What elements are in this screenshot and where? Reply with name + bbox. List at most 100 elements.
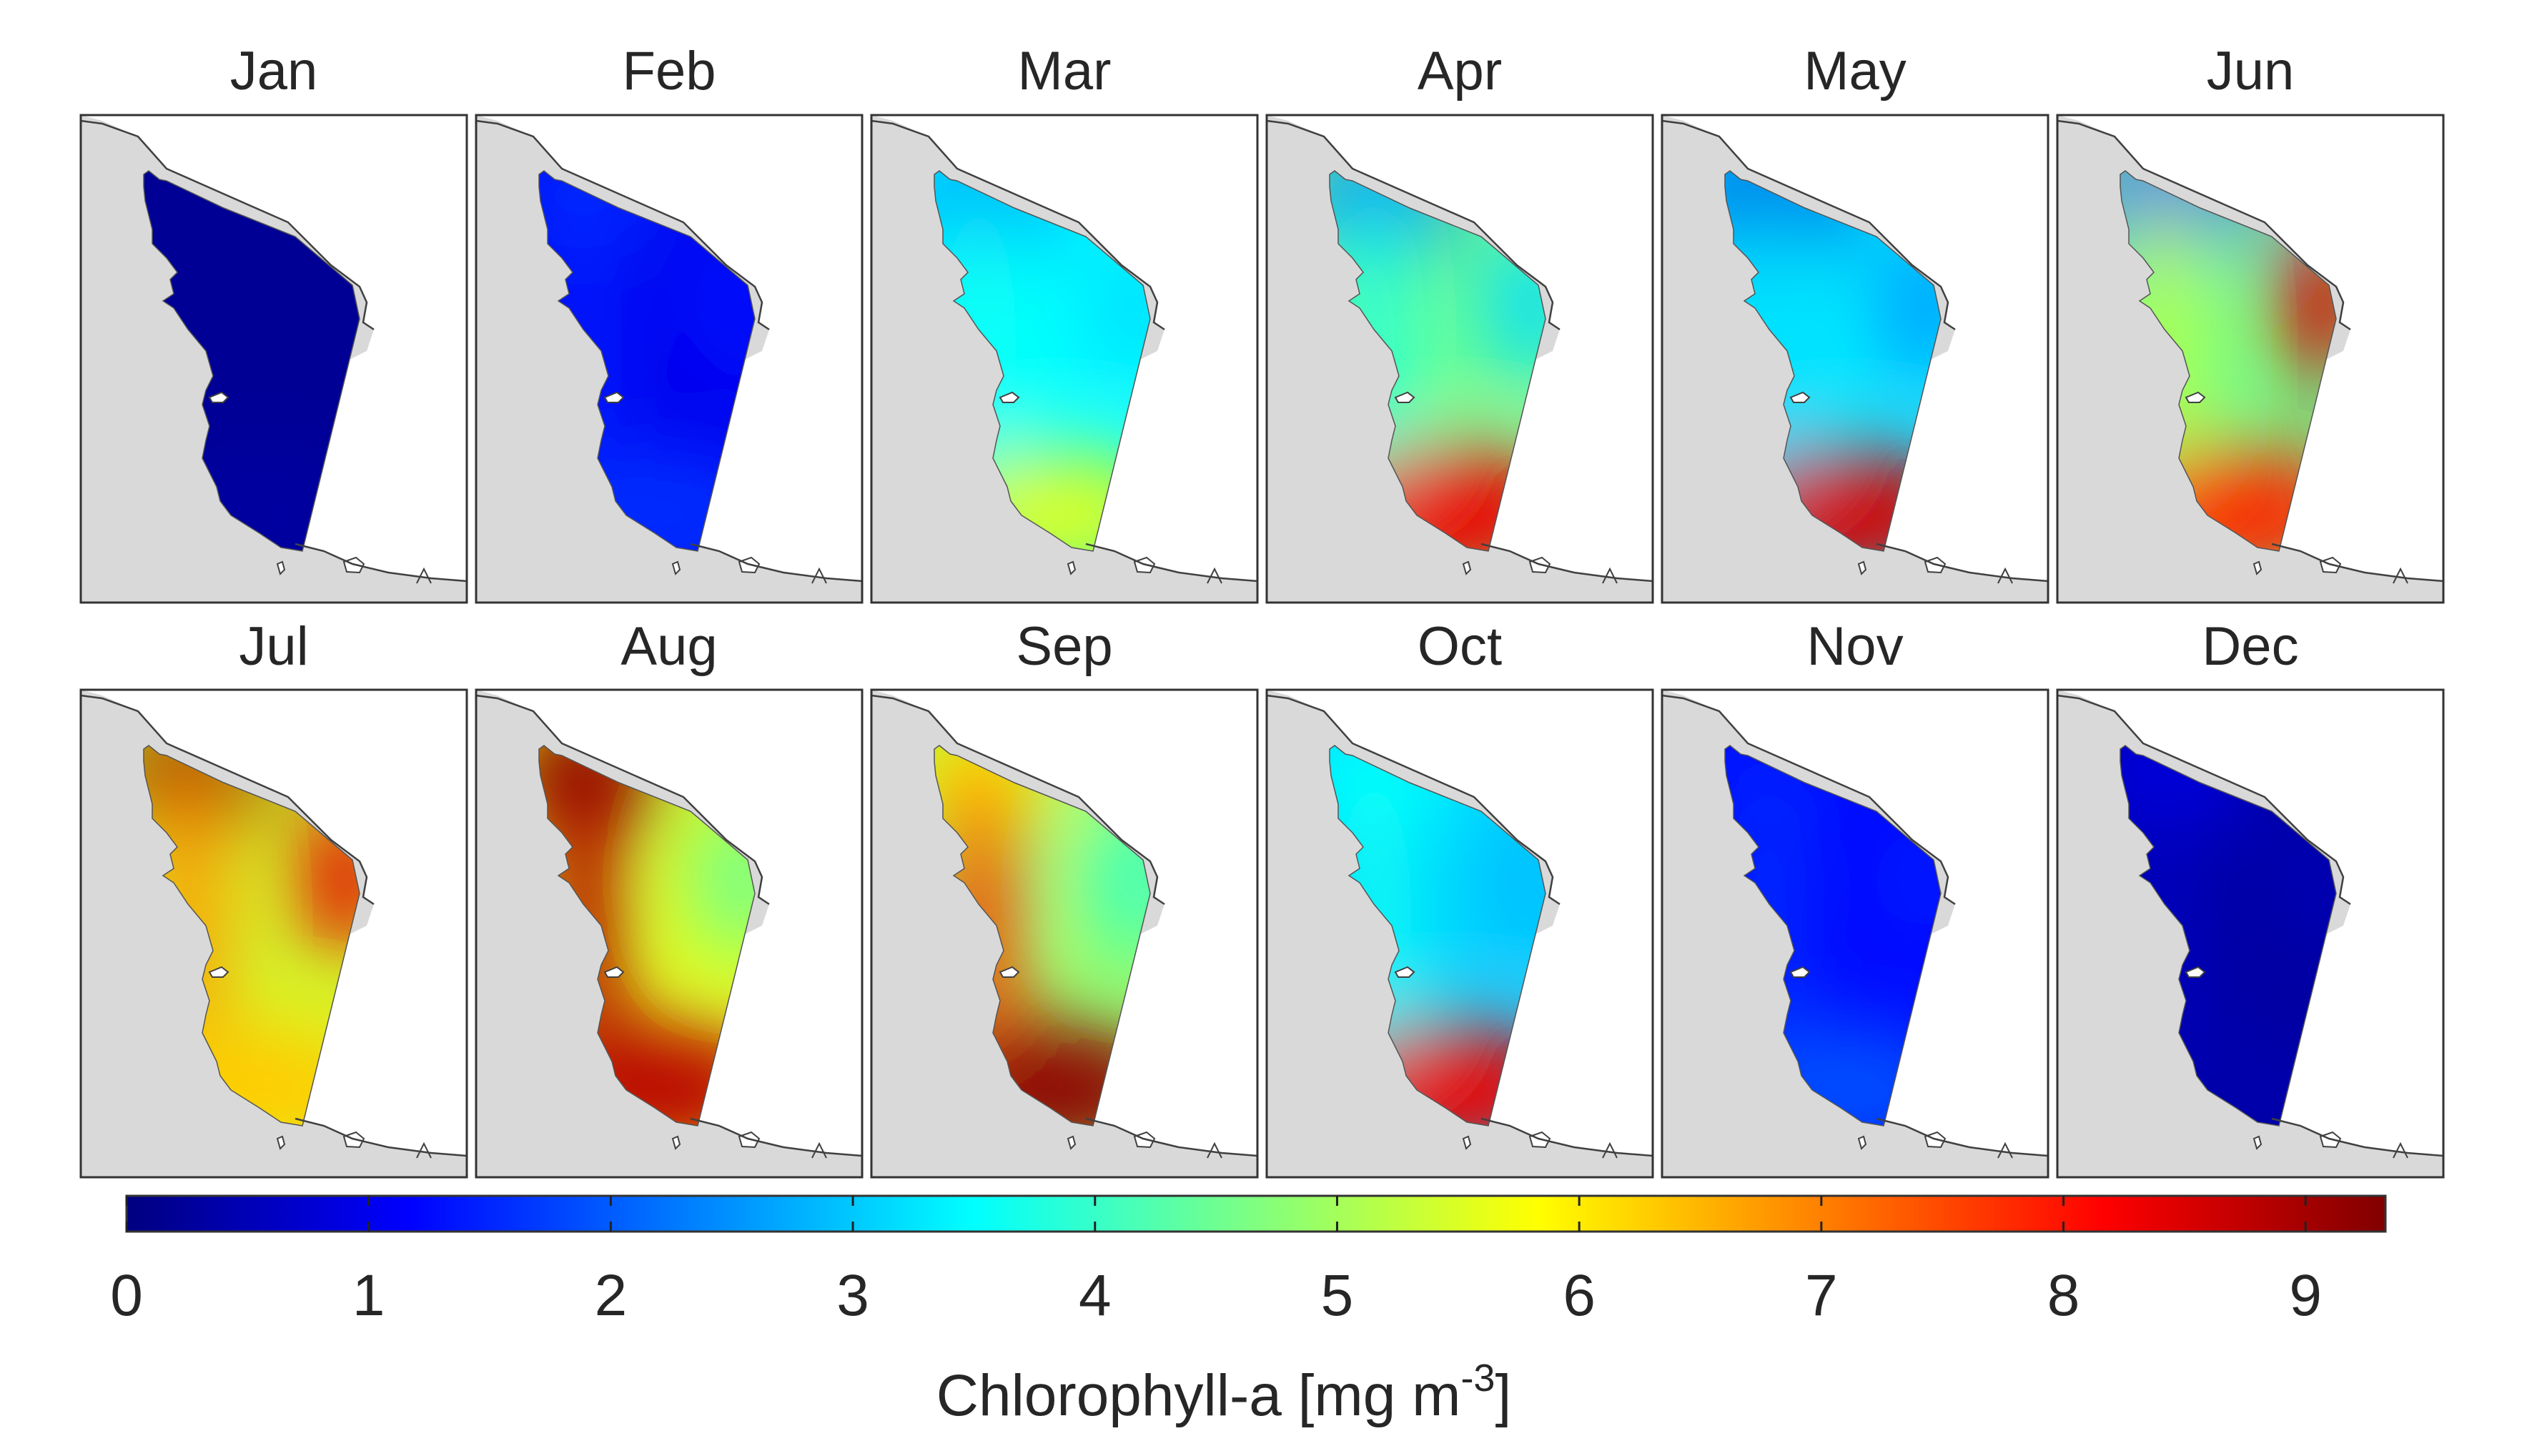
colorbar-tick-label-1: 1 (352, 1263, 385, 1328)
island-1 (1789, 391, 1811, 403)
south-coastline (2271, 1117, 2444, 1157)
colorbar-title-main: Chlorophyll-a [mg m (936, 1363, 1461, 1428)
sea-outline (2120, 170, 2337, 552)
coastline (871, 119, 1165, 331)
island-2 (1462, 1135, 1472, 1150)
south-coastline (1480, 1117, 1653, 1157)
colorbar-tick-label-7: 7 (1805, 1263, 1838, 1328)
island-2 (1067, 560, 1077, 575)
panel-dec (2056, 688, 2445, 1179)
south-inlet (1997, 1141, 2013, 1159)
panel-title-feb: Feb (623, 41, 716, 101)
coastline (2057, 694, 2351, 906)
south-coastline (1480, 543, 1653, 583)
coastline (1266, 119, 1561, 331)
sea-outline (538, 170, 756, 552)
panel-nov (1661, 688, 2049, 1179)
colorbar-title-superscript: -3 (1460, 1357, 1495, 1400)
coastline (80, 119, 375, 331)
panel-frame (79, 114, 468, 604)
south-inlet (811, 1141, 827, 1159)
colorbar-gradient (125, 1194, 2387, 1233)
coastline (475, 694, 770, 906)
colorbar: 0 1 2 3 4 5 6 7 8 9 Chlorophyll-a [mg m-3] (110, 1194, 2387, 1428)
panel-title-mar: Mar (1018, 41, 1112, 101)
colorbar-title-close: ] (1495, 1363, 1511, 1428)
island-1 (208, 966, 229, 978)
island-1 (603, 966, 625, 978)
coastline (1266, 694, 1561, 906)
island-2 (2253, 1135, 2263, 1150)
island-1 (603, 391, 625, 403)
panel-frame (1661, 114, 2049, 604)
island-1 (999, 966, 1020, 978)
panel-frame (2056, 114, 2445, 604)
field-region-east (2275, 226, 2336, 383)
island-2 (671, 560, 681, 575)
south-coastline (690, 1117, 863, 1157)
south-inlet (2393, 1141, 2408, 1159)
coastline (1661, 694, 1956, 906)
south-coastline (2271, 543, 2444, 583)
panel-apr (1265, 114, 1654, 604)
panel-jul (79, 688, 468, 1179)
island-2 (1857, 560, 1867, 575)
south-inlet (1997, 567, 2013, 584)
panel-frame (1265, 688, 1654, 1179)
island-1 (208, 391, 229, 403)
colorbar-title: Chlorophyll-a [mg m-3] (936, 1357, 1512, 1428)
south-coastline (690, 543, 863, 583)
colorbar-ticks: 0 1 2 3 4 5 6 7 8 9 (110, 1196, 2322, 1328)
south-coastline (295, 543, 468, 583)
south-inlet (811, 567, 827, 584)
panel-sep (870, 688, 1259, 1179)
island-2 (276, 560, 286, 575)
south-inlet (1602, 567, 1618, 584)
sea-outline (143, 170, 360, 552)
sea-outline (143, 745, 360, 1126)
panel-title-dec: Dec (2202, 616, 2298, 677)
sea-outline (1329, 745, 1546, 1126)
colorbar-tick-label-2: 2 (595, 1263, 628, 1328)
monthly-map-panels: Jan Feb Mar Apr May Jun Jul Aug Sep Oct Nov Dec (79, 41, 2445, 1179)
panel-frame (1661, 688, 2049, 1179)
panel-jan (79, 114, 468, 604)
sea-outline (1329, 170, 1546, 552)
field-region-east (1880, 226, 1941, 383)
south-inlet (1207, 1141, 1222, 1159)
south-coastline (1085, 543, 1258, 583)
island-2 (1857, 1135, 1867, 1150)
panel-title-apr: Apr (1418, 41, 1502, 101)
colorbar-tick-label-8: 8 (2047, 1263, 2080, 1328)
south-inlet (416, 567, 432, 584)
island-2 (2253, 560, 2263, 575)
panel-frame (870, 688, 1259, 1179)
island-2 (671, 1135, 681, 1150)
island-2 (1067, 1135, 1077, 1150)
panel-frame (870, 114, 1259, 604)
coastline (1661, 119, 1956, 331)
field-region-east (299, 801, 360, 958)
south-inlet (1602, 1141, 1618, 1159)
panel-frame (79, 688, 468, 1179)
south-coastline (1876, 543, 2049, 583)
panel-feb (475, 114, 864, 604)
colorbar-tick-label-3: 3 (836, 1263, 869, 1328)
panel-frame (1265, 114, 1654, 604)
field-region-east (694, 226, 755, 383)
field-region-east (2275, 801, 2336, 958)
field-region-east (299, 226, 360, 383)
sea-outline (934, 745, 1151, 1126)
island-2 (1462, 560, 1472, 575)
field-region-east (1485, 801, 1546, 958)
south-coastline (295, 1117, 468, 1157)
panel-may (1661, 114, 2049, 604)
panel-title-jan: Jan (230, 41, 318, 101)
south-inlet (1207, 567, 1222, 584)
panel-title-jun: Jun (2207, 41, 2295, 101)
colorbar-tick-label-0: 0 (110, 1263, 143, 1328)
field-region-east (1089, 801, 1150, 958)
panel-title-may: May (1804, 41, 1907, 101)
sea-outline (1724, 745, 1942, 1126)
